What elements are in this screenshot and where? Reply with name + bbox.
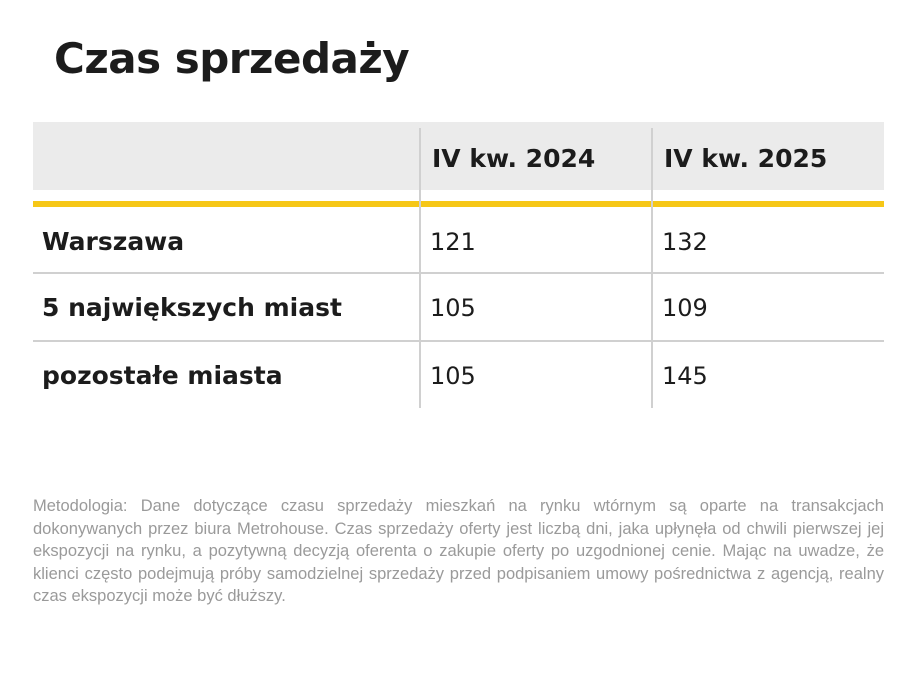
column-header: IV kw. 2025 xyxy=(664,144,828,173)
row-label: pozostałe miasta xyxy=(42,361,283,390)
table-cell: 121 xyxy=(430,228,476,256)
header-rule xyxy=(33,201,884,207)
table-cell: 109 xyxy=(662,294,708,322)
row-label: Warszawa xyxy=(42,227,185,256)
table-header xyxy=(33,122,884,190)
row-divider xyxy=(33,272,884,274)
row-divider xyxy=(33,340,884,342)
column-header: IV kw. 2024 xyxy=(432,144,596,173)
table-cell: 105 xyxy=(430,362,476,390)
row-label: 5 największych miast xyxy=(42,293,342,322)
table-cell: 132 xyxy=(662,228,708,256)
column-divider xyxy=(419,128,421,408)
table-cell: 105 xyxy=(430,294,476,322)
table-cell: 145 xyxy=(662,362,708,390)
column-divider xyxy=(651,128,653,408)
title: Czas sprzedaży xyxy=(54,34,410,83)
footnote: Metodologia: Dane dotyczące czasu sprzed… xyxy=(33,497,884,605)
